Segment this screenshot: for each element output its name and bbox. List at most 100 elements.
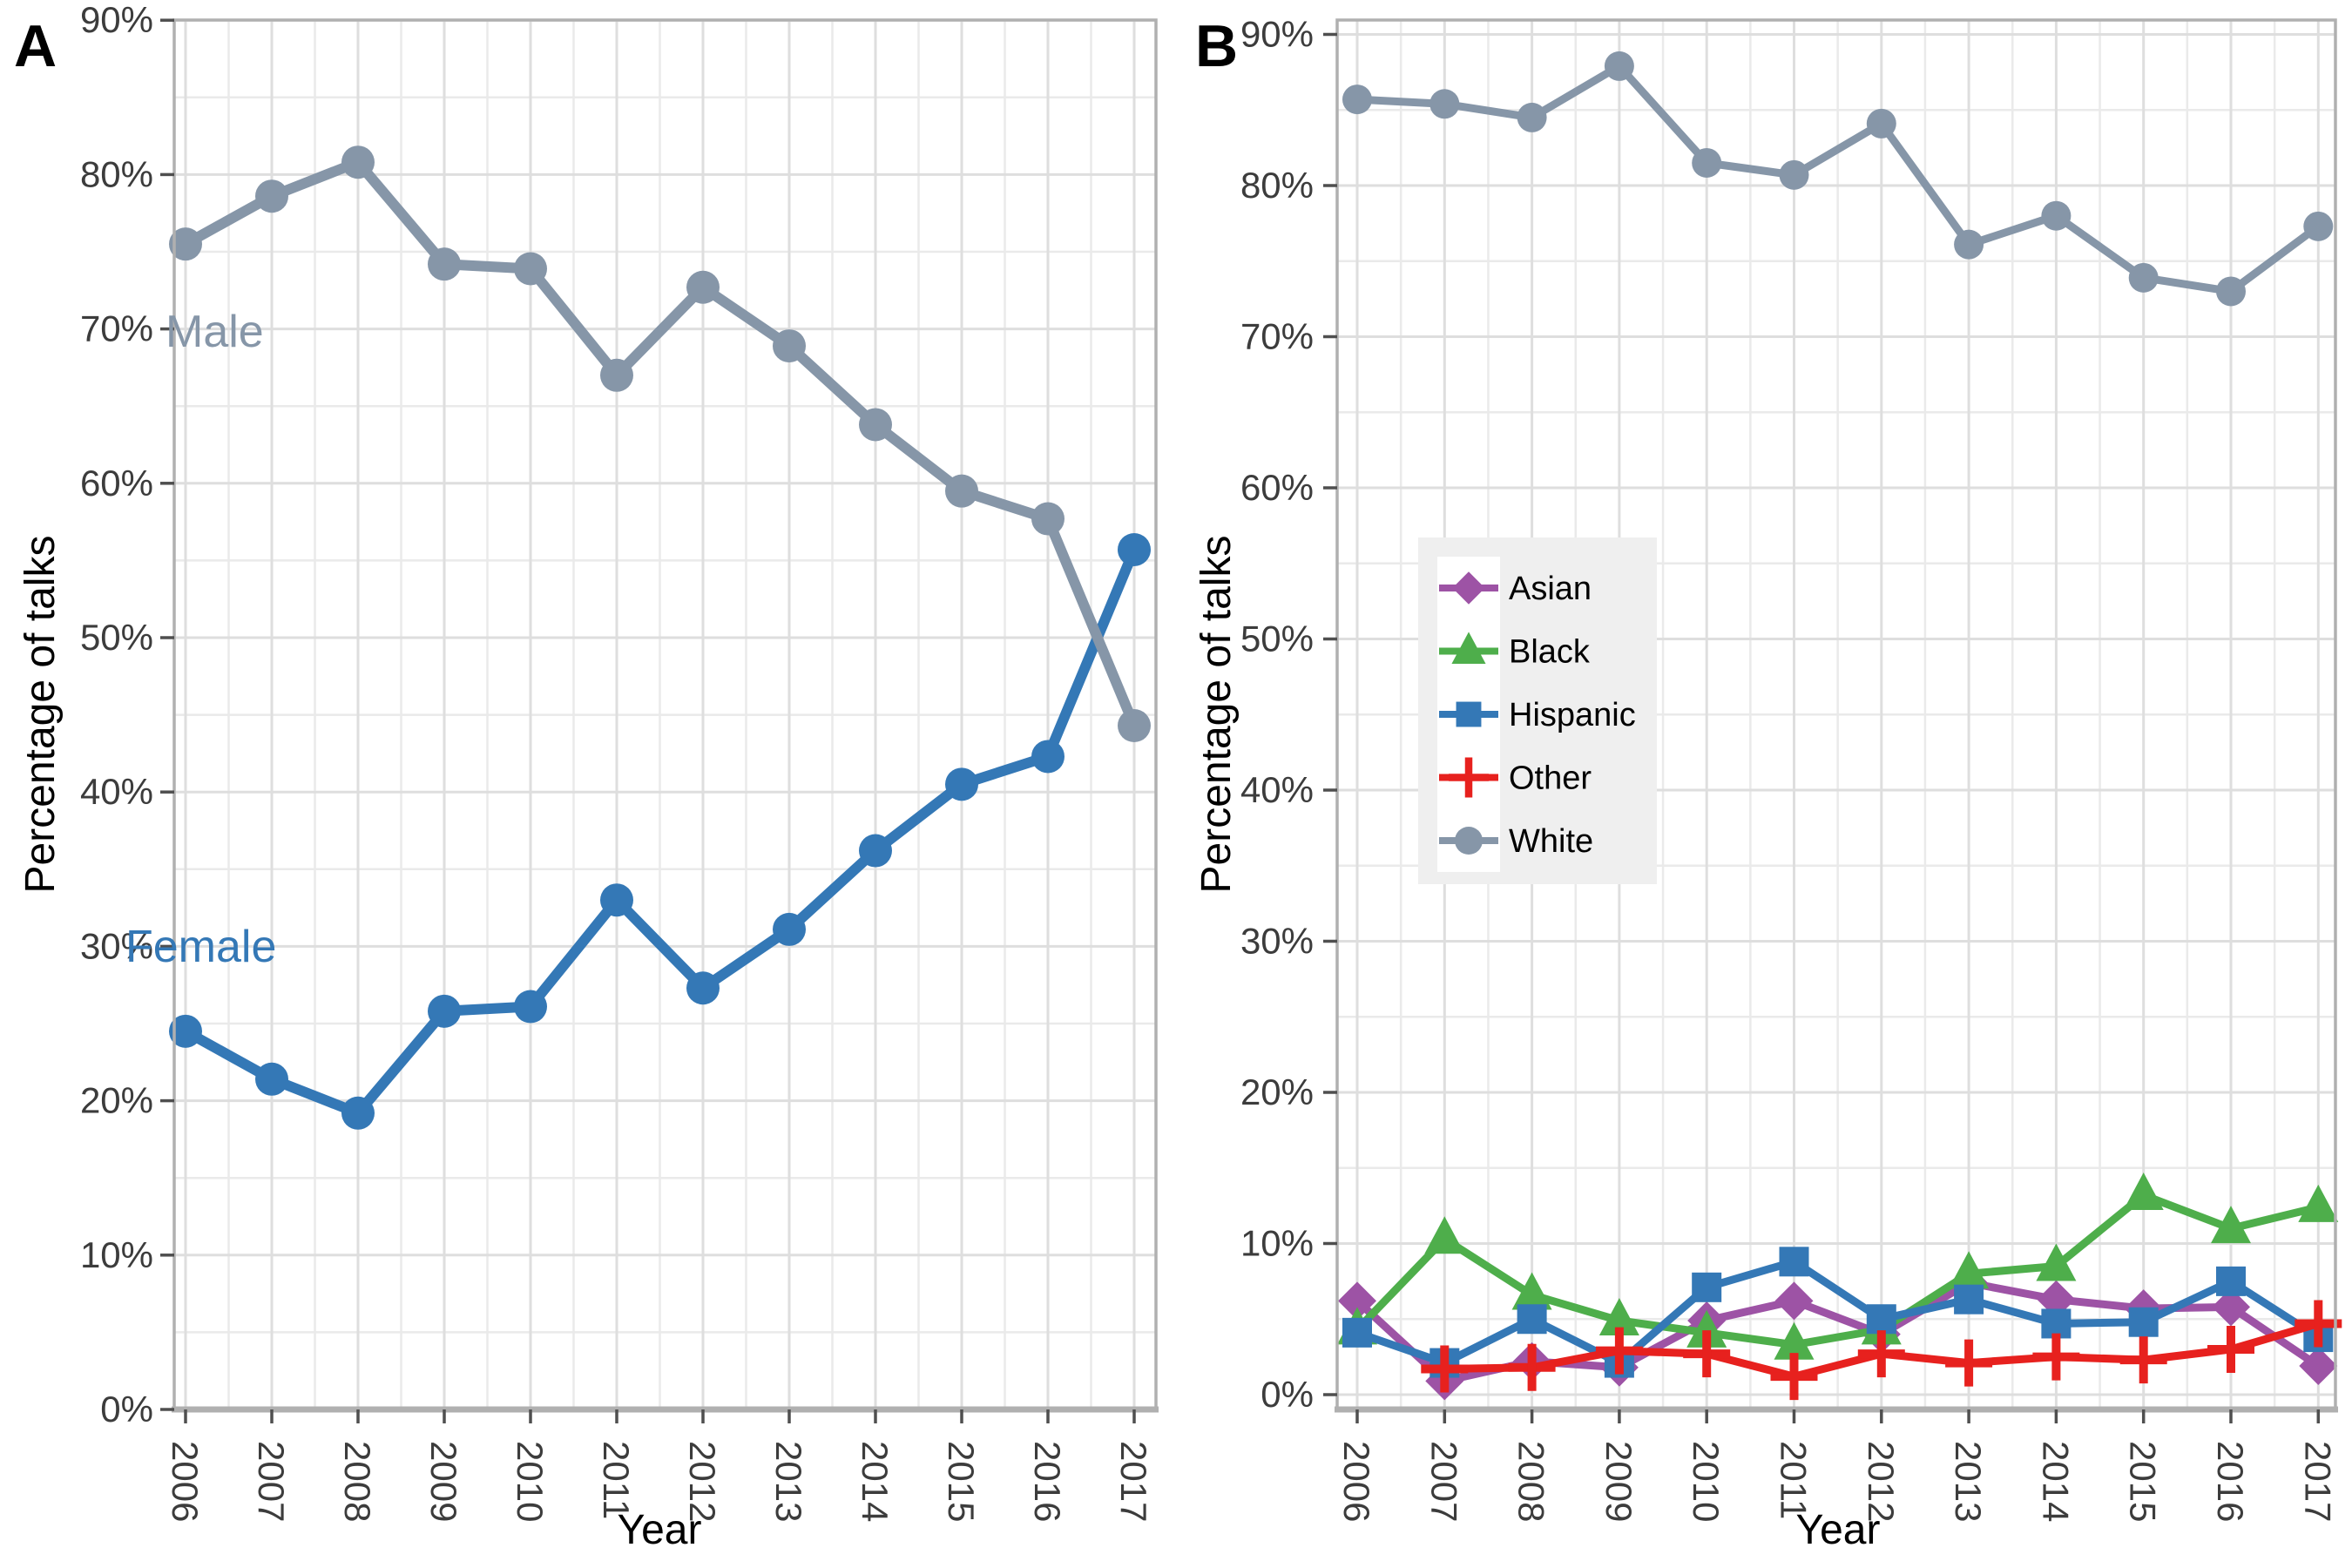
point-hispanic-2012 xyxy=(1866,1304,1896,1335)
x-tick-label-2017: 2017 xyxy=(2297,1441,2338,1522)
y-tick-label-80%: 80% xyxy=(1240,165,1314,206)
panels-group: 0%10%20%30%40%50%60%70%80%90% 2006 2007 200… xyxy=(80,0,2342,1522)
point-hispanic-2010 xyxy=(1692,1272,1722,1302)
legend-label-hispanic: Hispanic xyxy=(1509,697,1636,733)
point-white-2016 xyxy=(2216,276,2246,307)
point-female-2015 xyxy=(945,767,978,801)
panel-b: 0%10%20%30%40%50%60%70%80%90% 2006 2007 200… xyxy=(1240,14,2342,1522)
legend-label-asian: Asian xyxy=(1509,571,1592,607)
point-female-2009 xyxy=(428,994,461,1028)
y-tick-label-0%: 0% xyxy=(100,1389,153,1429)
legend-item-hispanic: Hispanic xyxy=(1439,697,1636,733)
x-axis: 2006 2007 2008 2009 2010 2011 2012 2013 2014 2015… xyxy=(1336,1409,2338,1522)
point-female-2010 xyxy=(514,990,547,1024)
point-white-2006 xyxy=(1342,84,1372,115)
x-tick-label-2013: 2013 xyxy=(1948,1441,1989,1522)
x-tick-label-2007: 2007 xyxy=(251,1441,292,1522)
point-female-2012 xyxy=(686,971,720,1005)
point-asian-2017 xyxy=(2299,1347,2338,1386)
point-male-2016 xyxy=(1031,502,1064,536)
x-tick-label-2009: 2009 xyxy=(423,1441,464,1522)
panel-b-y-axis-title: Percentage of talks xyxy=(1193,536,1240,894)
x-tick-label-2014: 2014 xyxy=(855,1441,896,1522)
legend-item-black: Black xyxy=(1439,632,1591,671)
point-hispanic-2011 xyxy=(1779,1247,1809,1277)
point-female-2017 xyxy=(1118,532,1151,566)
x-tick-label-2006: 2006 xyxy=(165,1441,206,1522)
point-black-2009 xyxy=(1598,1297,1639,1335)
series-female xyxy=(169,532,1151,1130)
y-tick-label-70%: 70% xyxy=(80,308,153,349)
x-tick-label-2011: 2011 xyxy=(596,1441,637,1519)
series-male xyxy=(169,145,1151,743)
y-tick-label-60%: 60% xyxy=(80,463,153,504)
point-female-2008 xyxy=(341,1096,375,1130)
x-tick-label-2015: 2015 xyxy=(941,1441,982,1522)
point-black-2013 xyxy=(1949,1251,1990,1289)
x-tick-label-2007: 2007 xyxy=(1423,1441,1464,1522)
x-tick-label-2016: 2016 xyxy=(1027,1441,1068,1522)
point-white-2011 xyxy=(1779,159,1809,190)
panel-a-letter: A xyxy=(14,13,57,79)
panel-b-x-axis-title: Year xyxy=(1796,1507,1881,1553)
legend-key-marker-circle-icon xyxy=(1455,827,1483,855)
point-male-2017 xyxy=(1118,709,1151,743)
point-white-2007 xyxy=(1429,89,1460,119)
x-tick-label-2010: 2010 xyxy=(510,1441,551,1522)
grid-minor xyxy=(174,20,1156,1409)
panel-b-letter: B xyxy=(1195,13,1238,79)
x-tick-label-2011: 2011 xyxy=(1774,1441,1815,1519)
point-black-2014 xyxy=(2036,1243,2077,1281)
y-tick-label-50%: 50% xyxy=(1240,618,1314,659)
point-female-2006 xyxy=(169,1014,202,1048)
y-axis: 0% 10% 20% 30% 40% 50% 60% 70% 80% 90% xyxy=(80,0,174,1429)
x-tick-label-2013: 2013 xyxy=(768,1441,809,1522)
legend: Asian Black Hispanic Other White xyxy=(1418,537,1657,884)
point-hispanic-2013 xyxy=(1954,1284,1984,1315)
point-hispanic-2008 xyxy=(1517,1304,1547,1335)
x-tick-label-2008: 2008 xyxy=(337,1441,378,1522)
point-male-2015 xyxy=(945,474,978,508)
y-axis: 0% 10% 20% 30% 40% 50% 60% 70% 80% 90% xyxy=(1240,14,1337,1415)
point-hispanic-2016 xyxy=(2216,1266,2246,1296)
panel-a-y-axis-title: Percentage of talks xyxy=(17,536,64,894)
point-asian-2006 xyxy=(1338,1281,1376,1321)
point-white-2008 xyxy=(1517,102,1547,132)
point-male-2013 xyxy=(773,329,806,363)
point-black-2016 xyxy=(2211,1206,2251,1244)
point-hispanic-2015 xyxy=(2128,1307,2159,1337)
series-white xyxy=(1342,51,2334,307)
y-tick-label-30%: 30% xyxy=(1240,921,1314,962)
point-female-2016 xyxy=(1031,740,1064,774)
point-black-2017 xyxy=(2298,1184,2339,1222)
x-tick-label-2012: 2012 xyxy=(682,1441,723,1522)
x-tick-label-2009: 2009 xyxy=(1598,1441,1639,1522)
point-male-2012 xyxy=(686,270,720,304)
point-male-2014 xyxy=(859,408,892,442)
legend-key-marker-diamond-icon xyxy=(1452,571,1485,605)
point-asian-2011 xyxy=(1774,1281,1814,1321)
point-male-2011 xyxy=(600,358,633,392)
point-black-2008 xyxy=(1511,1272,1552,1310)
point-male-2008 xyxy=(341,145,375,179)
legend-key-marker-triangle-icon xyxy=(1451,632,1486,664)
legend-item-asian: Asian xyxy=(1439,571,1592,607)
point-male-2007 xyxy=(255,179,288,213)
y-tick-label-30%: 30% xyxy=(80,925,153,966)
x-tick-label-2012: 2012 xyxy=(1861,1441,1902,1522)
point-female-2013 xyxy=(773,912,806,946)
x-tick-label-2008: 2008 xyxy=(1511,1441,1552,1522)
point-white-2010 xyxy=(1692,147,1722,178)
x-tick-label-2006: 2006 xyxy=(1336,1441,1377,1522)
point-black-2011 xyxy=(1774,1321,1815,1360)
point-white-2017 xyxy=(2303,211,2334,241)
point-male-2006 xyxy=(169,227,202,261)
panel-a: 0%10%20%30%40%50%60%70%80%90%2006 2007 200… xyxy=(80,0,1159,1522)
y-tick-label-10%: 10% xyxy=(1240,1223,1314,1264)
point-asian-2016 xyxy=(2212,1288,2250,1327)
legend-label-white: White xyxy=(1509,823,1593,860)
point-black-2007 xyxy=(1424,1216,1465,1254)
y-tick-label-20%: 20% xyxy=(80,1080,153,1121)
